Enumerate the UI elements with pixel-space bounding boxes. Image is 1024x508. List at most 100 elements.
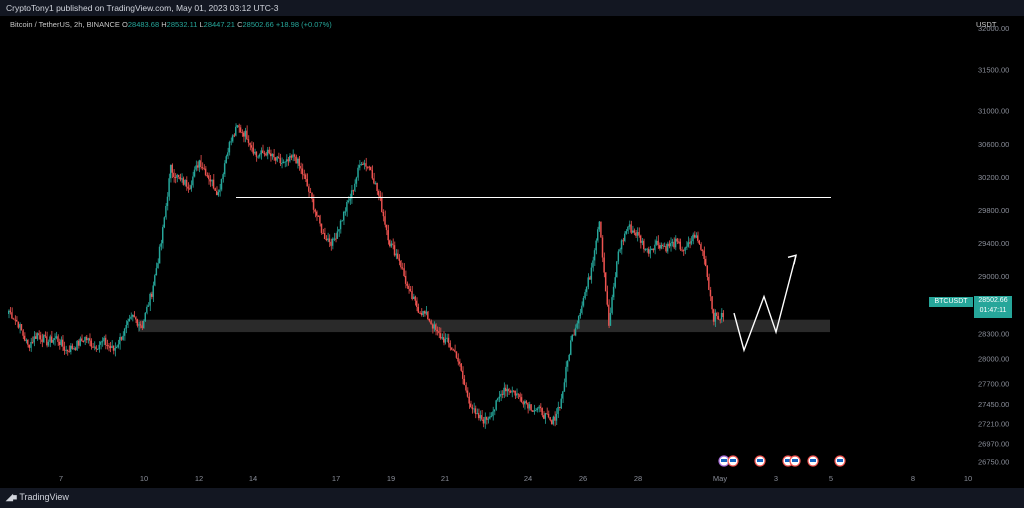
candle-body [503, 387, 505, 395]
candle-body [601, 237, 604, 258]
candle-body [630, 224, 632, 233]
candle-body [249, 142, 251, 146]
candle-body [473, 408, 475, 410]
candle-body [200, 160, 202, 168]
candle-body [571, 334, 573, 341]
candle-body [308, 186, 310, 192]
candle-body [33, 336, 35, 343]
candle-body [181, 178, 183, 180]
candle-body [422, 311, 424, 316]
event-icon [789, 455, 801, 467]
candle-body [704, 258, 707, 267]
candle-body [460, 363, 462, 371]
candle-body [300, 165, 302, 169]
candle-body [174, 176, 177, 178]
candle-body [404, 275, 407, 284]
candle-body [671, 241, 674, 244]
candle-body [485, 416, 488, 420]
candle-body [168, 178, 170, 197]
time-axis[interactable]: 7 10 12 14 17 19 21 24 26 28 May 3 5 8 10 [59, 474, 972, 483]
candle-body [492, 411, 494, 417]
candle-body [28, 344, 31, 348]
candle-body [638, 232, 640, 236]
candle-body [112, 345, 115, 351]
candle-body [531, 410, 534, 412]
candle-body [587, 277, 589, 287]
candle-body [563, 382, 566, 392]
time-tick-label: 10 [964, 474, 972, 483]
candle-body [636, 232, 639, 236]
candle-body [719, 319, 721, 321]
candle-body [333, 238, 335, 240]
candle-body [433, 324, 435, 329]
candle-body [50, 336, 53, 343]
event-icons[interactable] [718, 455, 846, 467]
candle-body [355, 177, 358, 184]
candle-body [474, 408, 477, 415]
high-value: 28532.11 [166, 20, 198, 29]
candle-body [82, 340, 85, 342]
time-tick-label: 14 [249, 474, 257, 483]
projection-arrowhead [787, 254, 797, 265]
candle-body [39, 335, 42, 340]
candle-body [341, 220, 343, 222]
candle-body [36, 333, 38, 339]
candle-body [217, 192, 219, 196]
candle-body [55, 336, 58, 339]
time-tick-label: 12 [195, 474, 203, 483]
candle-body [674, 238, 677, 248]
candle-body [311, 192, 313, 199]
price-tick-label: 31500.00 [978, 65, 1009, 74]
candle-body [336, 231, 339, 239]
candle-body [95, 346, 97, 350]
candle-body [303, 174, 305, 176]
candle-body [263, 153, 266, 155]
candle-body [495, 400, 497, 410]
candle-body [400, 260, 402, 268]
candle-body [514, 390, 516, 396]
price-tick-label: 30200.00 [978, 173, 1009, 182]
candle-body [136, 319, 138, 326]
price-tick-label: 31000.00 [978, 107, 1009, 116]
time-tick-label: 10 [140, 474, 148, 483]
candle-body [530, 404, 532, 411]
event-icon [834, 455, 846, 467]
candle-body [676, 238, 678, 242]
candle-body [257, 156, 259, 158]
candle-body [279, 158, 281, 164]
candle-body [476, 413, 478, 415]
low-label: L [199, 20, 204, 29]
last-price: 28502.66 [978, 297, 1008, 304]
candle-body [576, 323, 578, 328]
candle-body [8, 310, 10, 314]
candle-body [690, 241, 693, 244]
candle-body [541, 408, 543, 416]
candle-body [406, 283, 408, 286]
candle-body [525, 401, 527, 403]
bar-countdown: 01:47:11 [979, 307, 1007, 314]
candle-body [131, 314, 134, 317]
candle-body [30, 341, 32, 348]
close-label: C [237, 20, 243, 29]
candle-body [31, 341, 34, 343]
publisher-text: CryptoTony1 published on TradingView.com… [6, 3, 279, 13]
footer-bar: ◢■ TradingView [0, 488, 1024, 508]
symbol-legend[interactable]: Bitcoin / TetherUS, 2h, BINANCE O28483.6… [10, 20, 332, 29]
tradingview-logo[interactable]: ◢■ TradingView [6, 492, 69, 503]
candle-body [430, 321, 432, 325]
candle-body [712, 309, 715, 322]
candle-body [550, 420, 553, 424]
candle-body [66, 349, 69, 352]
price-scale[interactable]: 32000.00 31500.00 31000.00 30600.00 30200.00… [978, 24, 1009, 467]
candle-body [457, 357, 459, 362]
candle-body [152, 285, 154, 297]
candle-body [516, 393, 518, 396]
candle-body [368, 166, 370, 168]
candle-body [254, 151, 256, 154]
candlestick-chart[interactable]: 32000.00 31500.00 31000.00 30600.00 30200.00… [0, 0, 1024, 488]
candle-body [47, 341, 50, 346]
candle-body [255, 151, 258, 157]
candle-body [227, 152, 229, 157]
candle-body [620, 240, 623, 250]
candle-body [617, 251, 620, 262]
